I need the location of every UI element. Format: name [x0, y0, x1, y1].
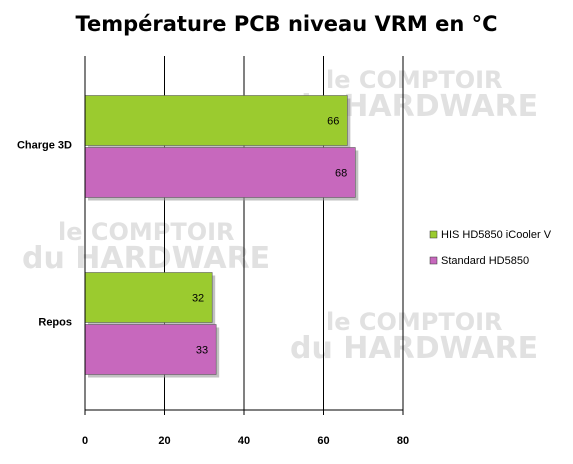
- data-label: 32: [192, 293, 204, 305]
- watermark-line1: le COMPTOIR: [326, 66, 503, 94]
- legend-swatch: [429, 230, 438, 239]
- legend-label: Standard HD5850: [441, 255, 529, 267]
- x-tick-label: 20: [158, 435, 170, 447]
- data-label: 33: [196, 345, 208, 357]
- watermark-line1: le COMPTOIR: [326, 308, 503, 336]
- bars: 66 68 32 33: [84, 95, 359, 378]
- watermark-line2: du HARDWARE: [22, 241, 270, 276]
- legend-item: HIS HD5850 iCooler V: [429, 229, 552, 241]
- x-tick-label: 40: [238, 435, 250, 447]
- watermark-line1: le COMPTOIR: [58, 218, 235, 246]
- data-label: 66: [327, 116, 339, 128]
- category-label: Charge 3D: [17, 140, 72, 152]
- legend-swatch: [429, 256, 438, 265]
- watermark-line2: du HARDWARE: [290, 331, 538, 366]
- chart-title: Température PCB niveau VRM en °C: [75, 12, 498, 36]
- data-label: 68: [335, 168, 347, 180]
- bar: [84, 95, 348, 146]
- axes: Charge 3D Repos 0 20 40 60 80: [17, 56, 409, 447]
- x-tick-label: 60: [317, 435, 329, 447]
- category-label: Repos: [38, 317, 72, 329]
- legend-item: Standard HD5850: [429, 255, 529, 267]
- legend: HIS HD5850 iCooler V Standard HD5850: [429, 229, 552, 267]
- bar: [84, 147, 356, 198]
- x-tick-label: 80: [397, 435, 409, 447]
- legend-label: HIS HD5850 iCooler V: [441, 229, 552, 241]
- bar: [84, 324, 217, 375]
- x-tick-label: 0: [82, 435, 88, 447]
- bar: [84, 272, 213, 323]
